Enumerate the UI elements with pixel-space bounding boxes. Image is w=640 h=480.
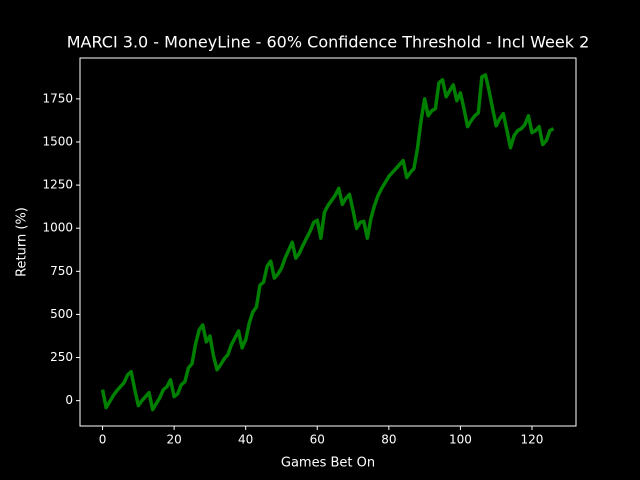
x-tick-label: 100 [449, 433, 472, 447]
x-tick-label: 40 [238, 433, 253, 447]
y-tick-label: 1000 [42, 221, 73, 235]
data-line [100, 73, 555, 412]
chart-title: MARCI 3.0 - MoneyLine - 60% Confidence T… [67, 33, 590, 52]
y-tick-label: 250 [50, 350, 73, 364]
x-tick-label: 60 [310, 433, 325, 447]
y-tick-label: 1500 [42, 134, 73, 148]
y-tick-label: 750 [50, 264, 73, 278]
x-tick-label: 20 [166, 433, 181, 447]
y-tick-label: 1750 [42, 91, 73, 105]
y-tick-label: 500 [50, 307, 73, 321]
x-tick-label: 120 [521, 433, 544, 447]
x-axis-label: Games Bet On [281, 456, 375, 471]
y-tick-label: 0 [65, 393, 73, 407]
y-axis-label: Return (%) [15, 207, 30, 277]
y-tick-label: 1250 [42, 178, 73, 192]
x-tick-label: 80 [381, 433, 396, 447]
plot-frame [79, 57, 577, 427]
x-tick-label: 0 [99, 433, 107, 447]
